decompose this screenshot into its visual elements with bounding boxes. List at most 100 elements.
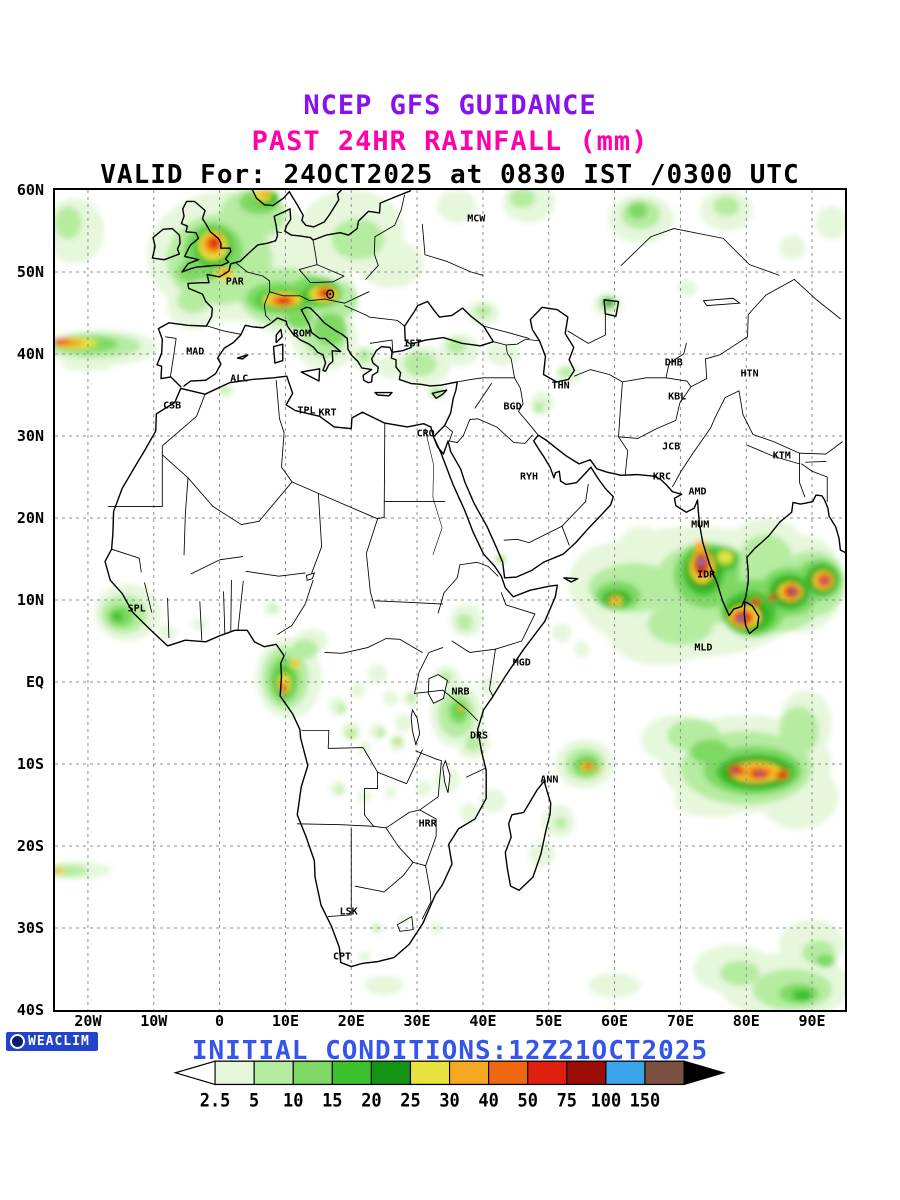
weaclim-logo-text: WEACLIM xyxy=(28,1034,90,1049)
x-axis-tick-label: 90E xyxy=(798,1012,826,1030)
city-labels-layer: MCW PAR MAD ROM IST ALC CSB TPL KRT CRO BGD THN RYH D… xyxy=(55,190,845,1010)
city-label-amd: AMD xyxy=(688,486,707,498)
y-axis-tick-label: 10N xyxy=(16,591,44,609)
y-axis-tick-label: 30S xyxy=(16,919,44,937)
crete-coastline xyxy=(375,393,392,396)
city-label-nrb: NRB xyxy=(451,686,470,698)
y-axis-tick-label: 20S xyxy=(16,837,44,855)
weaclim-logo: WEACLIM xyxy=(6,1032,98,1051)
nile-river xyxy=(425,429,442,555)
city-label-bgd: BGD xyxy=(503,401,522,413)
x-axis-tick-label: 20W xyxy=(74,1012,102,1030)
city-label-krc: KRC xyxy=(652,471,671,483)
coastlines-layer xyxy=(105,190,845,967)
balearics-coastline xyxy=(237,355,248,359)
africa-coastline xyxy=(105,376,557,966)
colorbar-tick-label: 25 xyxy=(400,1090,420,1112)
x-axis-tick-label: 80E xyxy=(732,1012,760,1030)
x-axis-tick-label: 70E xyxy=(666,1012,694,1030)
lakes-layer xyxy=(306,298,739,792)
sri-lanka-coastline xyxy=(744,602,758,634)
sardinia-coastline xyxy=(274,344,283,363)
city-label-drs: DRS xyxy=(469,730,489,742)
y-axis-tick-label: 30N xyxy=(16,427,44,445)
colorbar-segment xyxy=(292,1060,333,1086)
colorbar-segment xyxy=(409,1060,451,1086)
city-label-thn: THN xyxy=(551,380,570,392)
colorbar-tick-label: 2.5 xyxy=(200,1090,231,1112)
circle-marker-icon xyxy=(327,290,334,298)
city-label-cro: CRO xyxy=(416,428,435,440)
x-axis-tick-label: 10E xyxy=(271,1012,299,1030)
colorbar-tick-label: 30 xyxy=(439,1090,459,1112)
colorbar-right-arrow xyxy=(683,1060,726,1086)
sicily-coastline xyxy=(301,369,319,381)
rainfall-shading-layer xyxy=(55,190,845,1010)
y-axis-tick-label: 40S xyxy=(16,1001,44,1019)
britain-coastline xyxy=(181,201,230,272)
colorbar-tick-label: 40 xyxy=(478,1090,498,1112)
x-axis-tick-label: 40E xyxy=(469,1012,497,1030)
colorbar-tick-label: 15 xyxy=(322,1090,342,1112)
colorbar-tick-label: 20 xyxy=(361,1090,381,1112)
city-label-idr: IDR xyxy=(697,569,716,581)
x-axis-tick-label: 0 xyxy=(215,1012,225,1030)
city-label-hrr: HRR xyxy=(418,818,437,830)
colorbar-tick-label: 50 xyxy=(518,1090,538,1112)
mediterranean-north-coastline xyxy=(184,307,392,386)
city-label-ist: IST xyxy=(403,338,422,350)
map-plot-area: MCW PAR MAD ROM IST ALC CSB TPL KRT CRO BGD THN RYH D… xyxy=(53,188,847,1012)
y-axis-tick-label: 20N xyxy=(16,509,44,527)
city-label-csb: CSB xyxy=(163,400,182,412)
city-label-htn: HTN xyxy=(740,368,759,380)
scandinavia-coastline xyxy=(252,190,341,227)
city-label-mad: MAD xyxy=(186,346,205,358)
y-axis-tick-label: EQ xyxy=(25,673,44,691)
y-axis-tick-label: 60N xyxy=(16,181,44,199)
city-label-dhb: DHB xyxy=(664,357,683,369)
colorbar-left-arrow xyxy=(173,1060,216,1086)
cyprus-coastline xyxy=(432,390,446,398)
x-axis-labels: 20W 10W 0 10E 20E 30E 40E 50E 60E 70E 80E 90E xyxy=(55,1012,845,1034)
colorbar-segment xyxy=(566,1060,607,1086)
corsica-coastline xyxy=(276,329,282,342)
x-axis-tick-label: 30E xyxy=(403,1012,431,1030)
colorbar-tick-label: 100 xyxy=(591,1090,622,1112)
colorbar-tick-label: 150 xyxy=(630,1090,661,1112)
city-label-krt: KRT xyxy=(318,407,337,419)
weaclim-logo-icon xyxy=(10,1034,25,1049)
valid-time-line: VALID For: 24OCT2025 at 0830 IST /0300 U… xyxy=(100,160,800,190)
rainfall-colorbar: 2.5 5 10 15 20 25 30 40 50 75 100 150 xyxy=(168,1058,733,1113)
city-label-jcb: JCB xyxy=(662,441,681,453)
europe-atlantic-coastline xyxy=(157,191,410,387)
city-label-rom: ROM xyxy=(292,328,311,340)
colorbar-segment xyxy=(253,1060,294,1086)
city-label-lsk: LSK xyxy=(339,906,358,918)
city-label-mum: MUM xyxy=(691,519,710,531)
madagascar-coastline xyxy=(505,781,550,890)
x-axis-tick-label: 10W xyxy=(140,1012,168,1030)
colorbar-segment xyxy=(488,1060,529,1086)
colorbar-tick-label: 75 xyxy=(557,1090,577,1112)
black-sea-coastline xyxy=(405,302,494,346)
colorbar-segment xyxy=(331,1060,372,1086)
colorbar-tick-label: 10 xyxy=(283,1090,303,1112)
arabia-south-asia-coastline xyxy=(434,435,845,615)
colorbar-segment xyxy=(605,1060,646,1086)
page-subtitle: PAST 24HR RAINFALL (mm) xyxy=(251,126,649,157)
city-label-cpt: CPT xyxy=(332,951,352,963)
x-axis-tick-label: 20E xyxy=(337,1012,365,1030)
aral-sea-coastline xyxy=(604,300,618,316)
x-axis-tick-label: 60E xyxy=(601,1012,629,1030)
city-label-ryh: RYH xyxy=(519,471,539,483)
y-axis-tick-label: 50N xyxy=(16,263,44,281)
y-axis-tick-label: 10S xyxy=(16,755,44,773)
colorbar-segment xyxy=(527,1060,568,1086)
colorbar-segment xyxy=(448,1060,490,1086)
city-label-mld: MLD xyxy=(694,642,713,654)
city-label-alc: ALC xyxy=(230,373,249,385)
y-axis-tick-label: 40N xyxy=(16,345,44,363)
city-label-mcw: MCW xyxy=(467,213,486,225)
colorbar-segment xyxy=(214,1060,255,1086)
city-label-ktm: KTM xyxy=(772,450,791,462)
